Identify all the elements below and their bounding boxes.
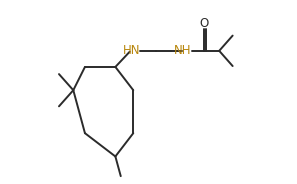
Text: HN: HN bbox=[123, 44, 140, 57]
Text: O: O bbox=[199, 17, 208, 30]
Text: NH: NH bbox=[174, 44, 191, 57]
